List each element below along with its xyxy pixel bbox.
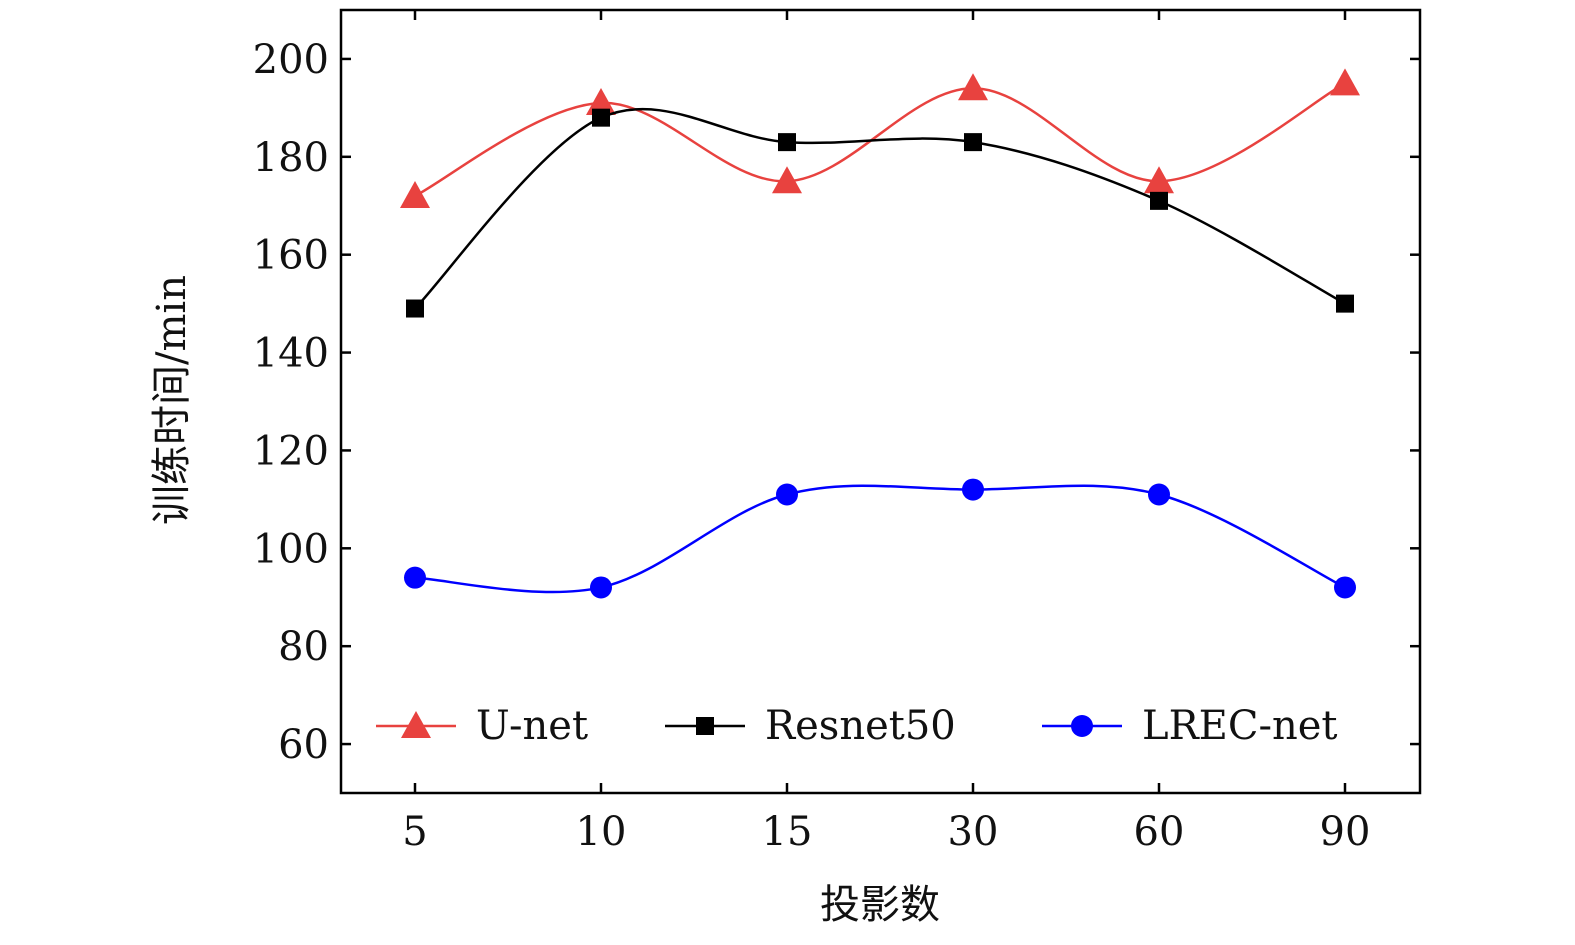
- legend-label-u-net: U-net: [476, 703, 588, 749]
- y-tick-label: 120: [253, 428, 329, 474]
- x-tick-label: 10: [576, 809, 627, 855]
- data-point-lrec-net: [1334, 576, 1356, 599]
- data-point-resnet50: [406, 299, 424, 318]
- y-tick-label: 60: [278, 722, 329, 768]
- y-tick-label: 180: [253, 135, 329, 181]
- data-point-lrec-net: [962, 478, 984, 501]
- x-tick-label: 30: [948, 809, 999, 855]
- data-point-lrec-net: [1148, 483, 1170, 506]
- legend-label-resnet50: Resnet50: [765, 703, 956, 749]
- data-point-lrec-net: [404, 566, 426, 589]
- data-point-resnet50: [778, 133, 796, 152]
- y-tick-label: 200: [253, 37, 329, 83]
- plot-frame: [339, 8, 1422, 795]
- data-point-resnet50: [592, 108, 610, 127]
- data-point-u-net: [400, 180, 430, 208]
- data-point-u-net: [1330, 68, 1360, 96]
- y-tick-label: 80: [278, 624, 329, 670]
- data-point-lrec-net: [776, 483, 798, 506]
- data-point-u-net: [1144, 166, 1174, 194]
- data-point-resnet50: [1336, 294, 1354, 313]
- data-point-u-net: [772, 166, 802, 194]
- series-line-u-net: [414, 82, 1346, 198]
- data-point-resnet50: [964, 133, 982, 152]
- x-axis-title: 投影数: [820, 882, 940, 928]
- series-line-resnet50: [414, 107, 1346, 310]
- data-point-u-net: [958, 73, 988, 101]
- x-tick-label: 15: [762, 809, 813, 855]
- data-point-resnet50: [1150, 191, 1168, 210]
- legend: U-net Resnet50 LREC-net: [376, 703, 1338, 749]
- axes-layer: 60 80 100 120 140 160 180 200 5 10 15 30 60 90: [253, 10, 1420, 855]
- series-layer: [400, 68, 1360, 599]
- x-tick-label: 60: [1134, 809, 1185, 855]
- y-tick-label: 100: [253, 526, 329, 572]
- legend-marker-u-net: [401, 711, 431, 738]
- y-tick-label: 160: [253, 233, 329, 279]
- y-axis-title: 训练时间/min: [149, 275, 195, 525]
- legend-marker-lrec-net: [1071, 715, 1093, 737]
- legend-marker-resnet50: [696, 717, 714, 735]
- legend-label-lrec-net: LREC-net: [1142, 703, 1338, 749]
- x-tick-label: 5: [402, 809, 427, 855]
- x-tick-label: 90: [1320, 809, 1371, 855]
- y-tick-label: 140: [253, 331, 329, 377]
- data-point-lrec-net: [590, 576, 612, 599]
- data-point-u-net: [586, 87, 616, 115]
- series-line-lrec-net: [414, 484, 1346, 594]
